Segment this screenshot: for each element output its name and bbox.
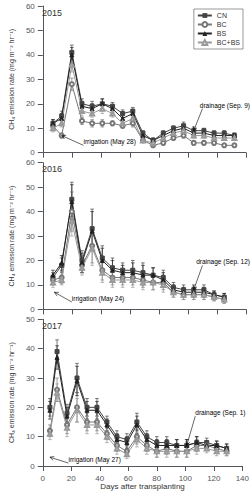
svg-text:CN: CN [217,12,227,19]
svg-text:2015: 2015 [42,8,62,18]
svg-text:30: 30 [26,75,35,84]
svg-text:30: 30 [26,232,35,241]
svg-text:120: 120 [207,474,221,483]
svg-text:50: 50 [26,183,35,192]
svg-text:20: 20 [26,256,35,265]
svg-text:BC+BS: BC+BS [217,39,240,46]
svg-text:CH₄ emission rate (mg m⁻² hr⁻¹: CH₄ emission rate (mg m⁻² hr⁻¹) [8,29,16,130]
svg-text:60: 60 [26,158,35,167]
svg-text:BC: BC [217,21,227,28]
svg-text:20: 20 [67,474,76,483]
svg-text:CH₄ emission rate (mg m⁻² hr⁻¹: CH₄ emission rate (mg m⁻² hr⁻¹) [8,342,16,443]
svg-text:drainage (Sep. 12): drainage (Sep. 12) [196,258,250,266]
svg-text:80: 80 [152,474,161,483]
svg-text:10: 10 [26,280,35,289]
svg-text:140: 140 [236,474,250,483]
svg-text:2017: 2017 [42,321,62,331]
svg-text:40: 40 [26,344,35,353]
svg-text:0: 0 [30,462,35,471]
svg-text:40: 40 [26,50,35,59]
svg-text:30: 30 [26,374,35,383]
svg-text:drainage (Sep. 1): drainage (Sep. 1) [195,409,245,417]
svg-text:20: 20 [26,403,35,412]
svg-text:2016: 2016 [42,164,62,174]
svg-text:10: 10 [26,124,35,133]
svg-text:0: 0 [30,305,35,314]
svg-text:0: 0 [30,148,35,157]
svg-text:100: 100 [179,474,193,483]
svg-text:40: 40 [26,207,35,216]
svg-text:Days after transplanting: Days after transplanting [100,482,185,491]
svg-text:irrigation (May 28): irrigation (May 28) [83,138,135,146]
svg-text:drainage (Sep. 9): drainage (Sep. 9) [200,102,250,110]
svg-text:irrigation (May 27): irrigation (May 27) [68,456,120,464]
svg-text:50: 50 [26,315,35,324]
svg-text:irrigation (May 24): irrigation (May 24) [72,295,124,303]
svg-text:BS: BS [217,30,227,37]
svg-text:60: 60 [26,2,35,11]
svg-text:40: 40 [95,474,104,483]
svg-text:CH₄ emission rate (mg m⁻² hr⁻¹: CH₄ emission rate (mg m⁻² hr⁻¹) [8,186,16,287]
svg-text:50: 50 [26,26,35,35]
svg-text:0: 0 [41,474,46,483]
svg-text:60: 60 [124,474,133,483]
svg-text:10: 10 [26,432,35,441]
svg-text:20: 20 [26,99,35,108]
